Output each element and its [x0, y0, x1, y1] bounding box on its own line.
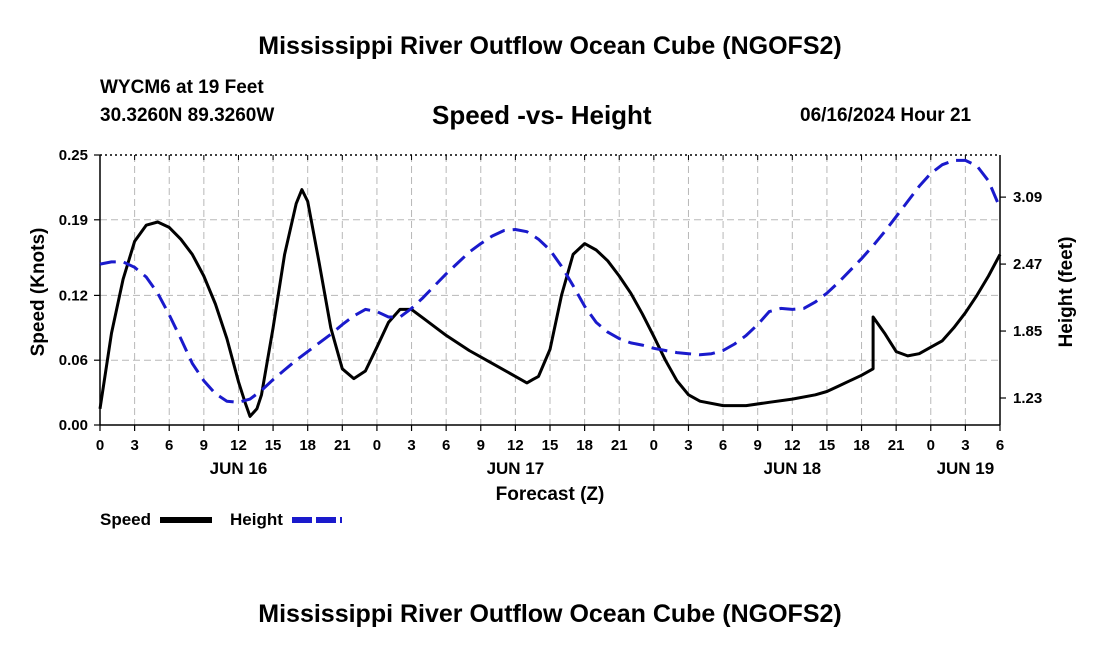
- x-tick-label: 0: [373, 437, 381, 454]
- x-tick-label: 15: [265, 437, 282, 454]
- station-coordinates: 30.3260N 89.3260W: [100, 105, 275, 126]
- x-day-label: JUN 18: [763, 459, 821, 478]
- legend-label-speed: Speed: [100, 510, 151, 529]
- x-tick-label: 9: [754, 437, 762, 454]
- x-tick-label: 18: [853, 437, 870, 454]
- y2-tick-label: 1.85: [1013, 323, 1042, 340]
- x-tick-label: 18: [299, 437, 316, 454]
- chart-title: Speed -vs- Height: [432, 100, 652, 130]
- x-tick-label: 6: [996, 437, 1004, 454]
- y-tick-label: 0.00: [59, 417, 88, 434]
- x-tick-label: 0: [927, 437, 935, 454]
- x-axis-title: Forecast (Z): [496, 484, 605, 505]
- forecast-datetime: 06/16/2024 Hour 21: [800, 105, 972, 126]
- y-tick-label: 0.19: [59, 212, 88, 229]
- x-tick-label: 18: [576, 437, 593, 454]
- x-tick-label: 6: [719, 437, 727, 454]
- x-day-label: JUN 17: [487, 459, 545, 478]
- footer-title: Mississippi River Outflow Ocean Cube (NG…: [258, 600, 842, 628]
- legend-label-height: Height: [230, 510, 283, 529]
- x-tick-label: 0: [96, 437, 104, 454]
- x-tick-label: 12: [784, 437, 801, 454]
- x-tick-label: 9: [477, 437, 485, 454]
- page-title: Mississippi River Outflow Ocean Cube (NG…: [258, 32, 842, 60]
- y2-axis-title: Height (feet): [1056, 237, 1077, 348]
- x-tick-label: 3: [407, 437, 415, 454]
- series-line-height: [99, 158, 1002, 404]
- x-tick-label: 12: [507, 437, 524, 454]
- y-tick-label: 0.06: [59, 352, 88, 369]
- y-axis-title: Speed (Knots): [28, 228, 49, 357]
- y2-tick-label: 3.09: [1013, 189, 1042, 206]
- y2-tick-label: 1.23: [1013, 390, 1042, 407]
- x-tick-label: 12: [230, 437, 247, 454]
- x-day-label: JUN 16: [210, 459, 268, 478]
- x-tick-label: 0: [650, 437, 658, 454]
- station-label: WYCM6 at 19 Feet: [100, 77, 264, 98]
- x-tick-label: 6: [442, 437, 450, 454]
- x-tick-label: 15: [819, 437, 836, 454]
- y2-tick-label: 2.47: [1013, 256, 1042, 273]
- x-tick-label: 21: [888, 437, 905, 454]
- x-tick-label: 3: [130, 437, 138, 454]
- series-line-speed: [98, 188, 1002, 418]
- x-tick-label: 9: [200, 437, 208, 454]
- x-tick-label: 21: [334, 437, 351, 454]
- y-tick-label: 0.25: [59, 147, 88, 164]
- x-tick-label: 6: [165, 437, 173, 454]
- y-tick-label: 0.12: [59, 287, 88, 304]
- x-day-label: JUN 19: [937, 459, 995, 478]
- x-tick-label: 3: [684, 437, 692, 454]
- x-tick-label: 15: [542, 437, 559, 454]
- x-tick-label: 21: [611, 437, 628, 454]
- x-tick-label: 3: [961, 437, 969, 454]
